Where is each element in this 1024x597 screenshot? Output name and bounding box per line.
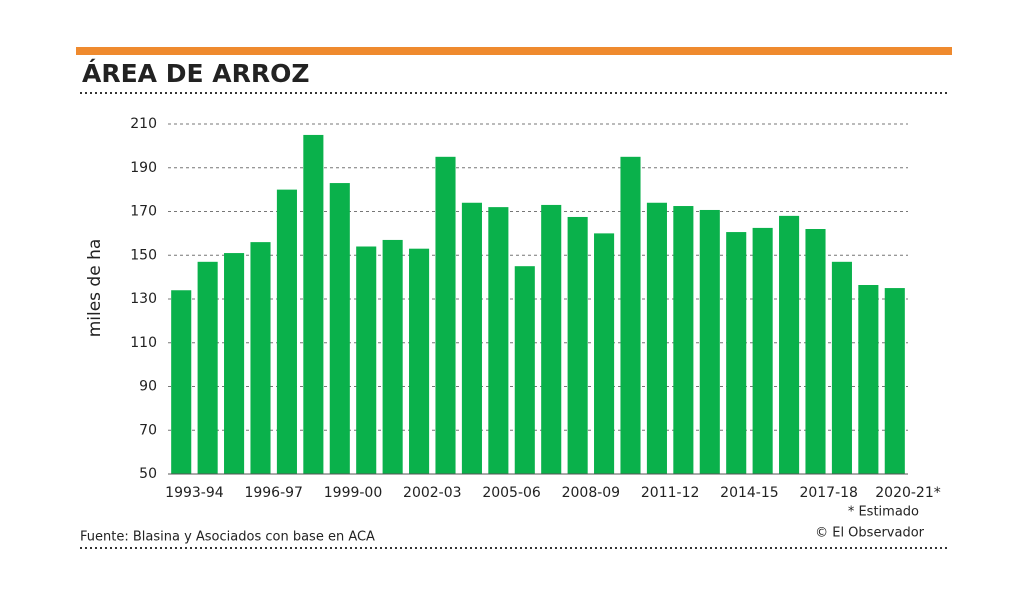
- y-tick-label: 170: [130, 204, 157, 220]
- bar: [620, 156, 641, 474]
- x-tick-label: 1999-00: [324, 485, 383, 501]
- y-axis-label: miles de ha: [85, 239, 105, 338]
- bar: [805, 229, 826, 474]
- bar: [329, 183, 350, 474]
- y-tick-label: 50: [139, 466, 157, 482]
- bar: [699, 209, 720, 474]
- bar: [567, 216, 588, 474]
- bar: [303, 134, 324, 474]
- x-tick-label: 2011-12: [641, 485, 700, 501]
- bar: [382, 239, 403, 474]
- bar: [779, 215, 800, 474]
- x-tick-label: 2002-03: [403, 485, 462, 501]
- bar: [673, 206, 694, 474]
- y-tick-label: 150: [130, 247, 157, 263]
- bar: [594, 233, 615, 474]
- y-tick-label: 90: [139, 379, 157, 395]
- bar: [461, 202, 482, 474]
- bar: [514, 266, 535, 474]
- y-tick-label: 110: [130, 335, 157, 351]
- bar: [356, 246, 377, 474]
- y-tick-label: 190: [130, 160, 157, 176]
- bar: [276, 189, 297, 474]
- bar: [409, 248, 430, 474]
- x-tick-label: 2005-06: [482, 485, 541, 501]
- bar: [831, 261, 852, 474]
- source: Fuente: Blasina y Asociados con base en …: [80, 530, 375, 545]
- chart-title: ÁREA DE ARROZ: [82, 59, 310, 88]
- bar: [884, 288, 905, 474]
- bar: [858, 285, 879, 474]
- x-tick-label: 2008-09: [562, 485, 621, 501]
- credit: © El Observador: [815, 526, 925, 541]
- y-tick-label: 130: [130, 291, 157, 307]
- bar: [726, 232, 747, 474]
- bar: [488, 207, 509, 474]
- accent-bar: [76, 47, 952, 55]
- bar: [197, 261, 218, 474]
- y-tick-label: 210: [130, 116, 157, 132]
- bar: [646, 202, 667, 474]
- x-tick-label: 1996-97: [244, 485, 303, 501]
- x-tick-label: 2017-18: [799, 485, 858, 501]
- bar: [541, 204, 562, 474]
- x-tick-label: 1993-94: [165, 485, 224, 501]
- bar: [224, 253, 245, 474]
- y-tick-label: 70: [139, 422, 157, 438]
- note: * Estimado: [848, 505, 919, 520]
- bar: [435, 156, 456, 474]
- x-tick-label: 2020-21*: [875, 485, 941, 501]
- bar: [250, 242, 271, 474]
- bar: [752, 227, 773, 474]
- bar: [171, 290, 192, 474]
- x-tick-label: 2014-15: [720, 485, 779, 501]
